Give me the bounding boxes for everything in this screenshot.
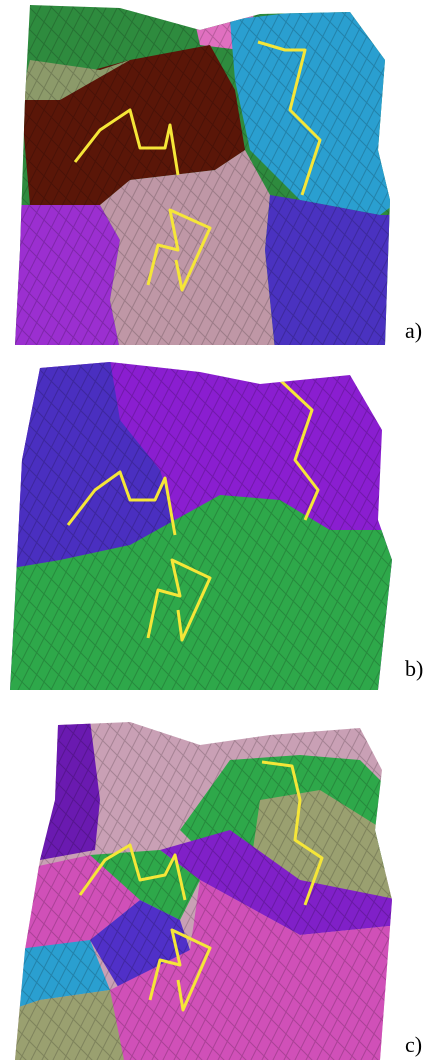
panel-label: a) <box>405 318 422 343</box>
panel-label: c) <box>405 1032 422 1057</box>
panel-a <box>0 0 400 350</box>
panel-label: b) <box>405 656 423 681</box>
figure: a) b) c) <box>0 0 440 1063</box>
panel-c <box>0 715 400 1063</box>
panel-b <box>0 355 400 700</box>
